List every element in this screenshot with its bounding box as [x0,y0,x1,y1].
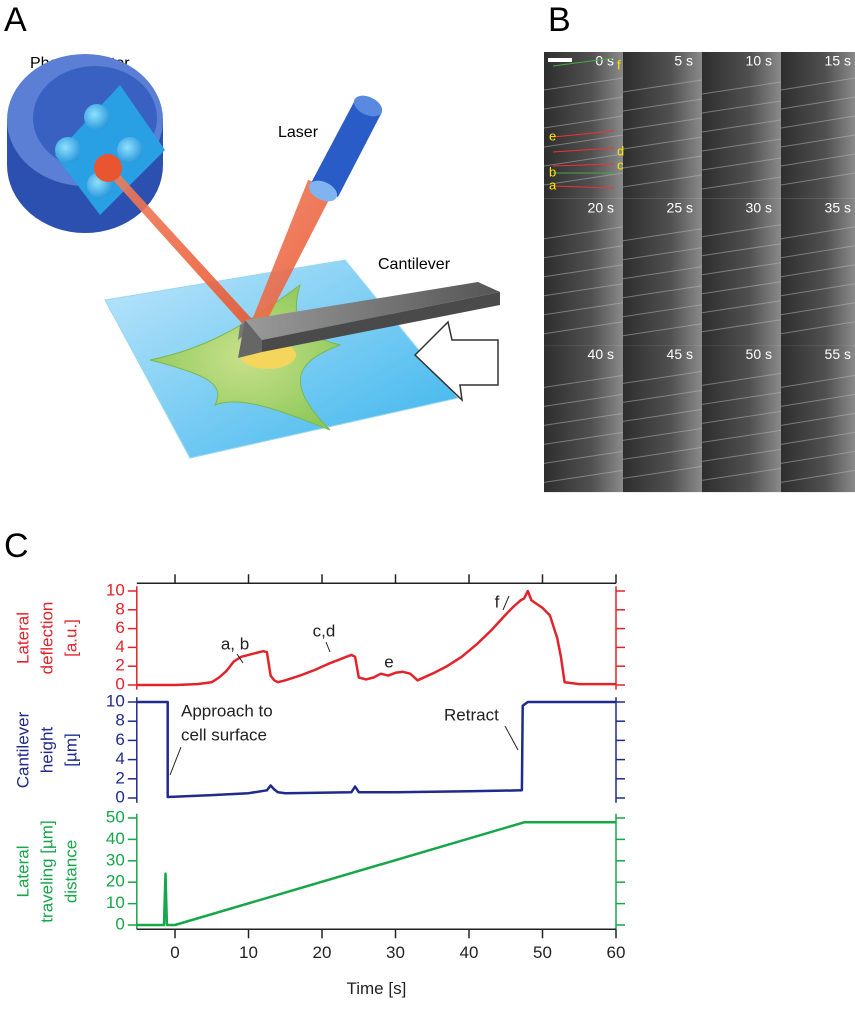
y-axis-label: distance [61,840,80,903]
time-label: 35 s [825,199,851,215]
y-tick-label: 40 [106,829,125,848]
panel-label: A [4,1,27,39]
y-tick-label: 0 [115,915,124,934]
annotation: a, b [221,634,249,653]
y-tick-label: 8 [115,599,124,618]
micrograph-grid: 0 s 5 s 10 s 15 s 20 s 25 s 30 s 35 s 40 s 45 s 50… [544,52,855,492]
laser-label: Laser [278,124,319,141]
y-tick-label: 8 [115,711,124,730]
y-tick-label: 6 [115,730,124,749]
y-tick-label: 10 [106,691,125,710]
annotation-leader [505,726,518,750]
time-label: 15 s [825,53,851,69]
y-tick-label: 0 [115,787,124,806]
cantilever-label: Cantilever [378,256,451,273]
annotation-leader [503,596,509,610]
data-line [137,591,616,685]
time-label: 30 s [746,199,772,215]
panel-label: C [4,527,29,565]
annotation: f [495,592,500,611]
scale-bar [548,58,572,62]
time-label: 0 s [595,53,614,69]
y-tick-label: 2 [115,768,124,787]
micrograph [623,345,702,492]
y-tick-label: 2 [115,656,124,675]
y-tick-label: 20 [106,872,125,891]
y-axis-label: Lateral [13,612,32,664]
time-label: 45 s [667,346,693,362]
x-tick-label: 10 [239,943,258,962]
y-axis-label: Lateral [13,846,32,898]
micrograph [702,199,781,346]
x-tick-label: 50 [533,943,552,962]
figure: A Photodetector Laser Cantilever B 0 s5 … [0,0,855,1014]
track-label: f [617,57,621,72]
x-tick-label: 30 [386,943,405,962]
micrograph [544,345,623,492]
data-line [137,822,616,925]
annotation: cell surface [181,725,267,744]
y-tick-label: 10 [106,580,125,599]
plots: 0246810Lateraldeflection[a.u.]a, bc,def0… [13,574,625,997]
micrograph [623,199,702,346]
panel-label: B [548,1,571,39]
time-label: 55 s [825,346,851,362]
time-label: 50 s [746,346,772,362]
x-axis-label: Time [s] [346,979,406,998]
micrograph [702,52,781,199]
x-tick-label: 60 [607,943,626,962]
annotation: Approach to [181,701,273,720]
y-axis-label: [µm] [61,733,80,766]
micrograph [781,52,855,199]
track-label: c [617,157,624,172]
annotation: c,d [313,621,336,640]
annotation-leader [170,747,181,775]
annotation: Retract [444,705,499,724]
y-axis-label: height [37,727,56,774]
micrograph [781,345,855,492]
track-label: e [549,128,556,143]
annotation-leader [326,642,330,652]
time-label: 10 s [746,53,772,69]
y-tick-label: 4 [115,637,124,656]
time-label: 40 s [588,346,614,362]
annotation: e [384,652,393,671]
y-tick-label: 6 [115,618,124,637]
y-axis-label: deflection [37,602,56,675]
y-axis-label: Cantilever [13,711,32,788]
track-label: a [549,177,557,192]
y-tick-label: 10 [106,893,125,912]
track-label: d [617,143,624,158]
y-axis-label: [a.u.] [61,619,80,657]
y-tick-label: 50 [106,807,125,826]
time-label: 25 s [667,199,693,215]
time-label: 20 s [588,199,614,215]
y-tick-label: 30 [106,850,125,869]
x-tick-label: 0 [170,943,179,962]
x-tick-label: 40 [460,943,479,962]
y-axis-label: traveling [µm] [37,820,56,922]
x-tick-label: 20 [313,943,332,962]
y-tick-label: 4 [115,749,124,768]
time-label: 5 s [674,53,693,69]
